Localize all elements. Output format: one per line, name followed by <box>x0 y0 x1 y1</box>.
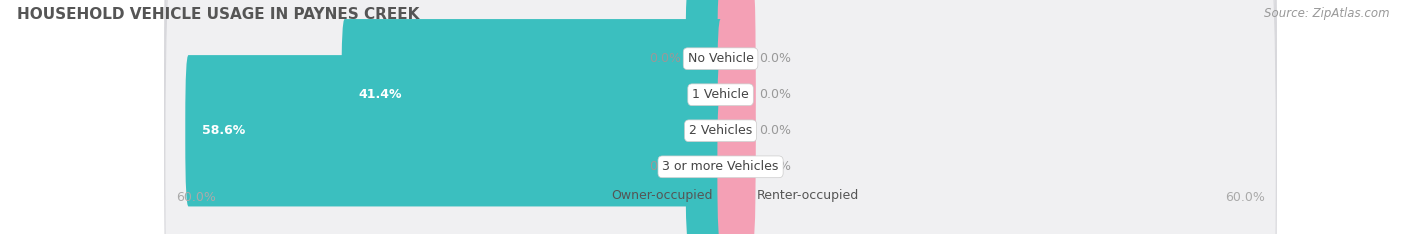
Text: 1 Vehicle: 1 Vehicle <box>692 88 749 101</box>
FancyBboxPatch shape <box>186 55 724 206</box>
Text: 0.0%: 0.0% <box>759 52 792 65</box>
Text: No Vehicle: No Vehicle <box>688 52 754 65</box>
Text: HOUSEHOLD VEHICLE USAGE IN PAYNES CREEK: HOUSEHOLD VEHICLE USAGE IN PAYNES CREEK <box>17 7 419 22</box>
Text: Source: ZipAtlas.com: Source: ZipAtlas.com <box>1264 7 1389 20</box>
FancyBboxPatch shape <box>165 0 1277 234</box>
FancyBboxPatch shape <box>342 19 724 170</box>
Text: 58.6%: 58.6% <box>202 124 245 137</box>
FancyBboxPatch shape <box>717 91 755 234</box>
Text: 60.0%: 60.0% <box>176 191 215 204</box>
Text: 60.0%: 60.0% <box>1226 191 1265 204</box>
Legend: Owner-occupied, Renter-occupied: Owner-occupied, Renter-occupied <box>582 189 859 202</box>
Text: 2 Vehicles: 2 Vehicles <box>689 124 752 137</box>
FancyBboxPatch shape <box>165 0 1277 234</box>
FancyBboxPatch shape <box>717 55 755 206</box>
Text: 3 or more Vehicles: 3 or more Vehicles <box>662 160 779 173</box>
FancyBboxPatch shape <box>717 19 755 170</box>
Text: 0.0%: 0.0% <box>759 88 792 101</box>
FancyBboxPatch shape <box>686 91 724 234</box>
FancyBboxPatch shape <box>165 0 1277 234</box>
Text: 0.0%: 0.0% <box>650 52 682 65</box>
FancyBboxPatch shape <box>717 0 755 134</box>
FancyBboxPatch shape <box>165 0 1277 234</box>
Text: 0.0%: 0.0% <box>759 124 792 137</box>
Text: 41.4%: 41.4% <box>359 88 402 101</box>
Text: 0.0%: 0.0% <box>759 160 792 173</box>
FancyBboxPatch shape <box>686 0 724 134</box>
Text: 0.0%: 0.0% <box>650 160 682 173</box>
